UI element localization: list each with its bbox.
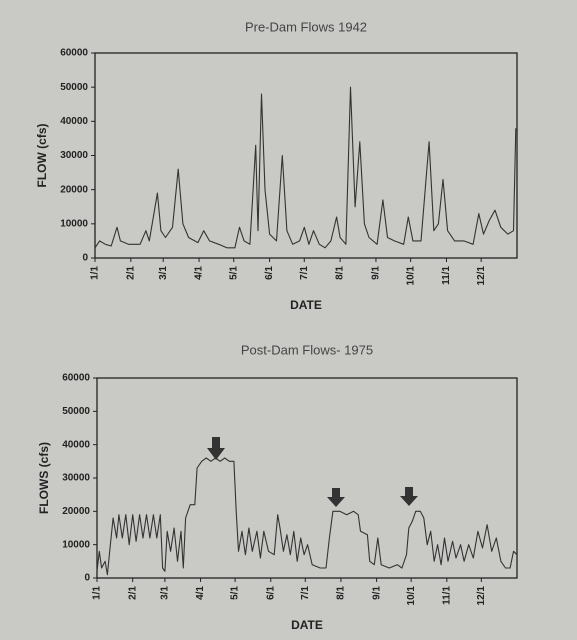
y-tick-label: 20000 (60, 184, 88, 195)
x-tick-label: 10/1 (406, 586, 417, 606)
y-tick-label: 20000 (62, 506, 90, 517)
y-tick-label: 50000 (62, 406, 90, 417)
y-tick-label: 10000 (60, 218, 88, 229)
chart: Pre-Dam Flows 1942 0 10000 20000 30000 40000 5… (35, 19, 518, 312)
flow-line (96, 457, 518, 576)
y-tick-label: 10000 (62, 539, 90, 550)
x-tick-label: 5/1 (228, 266, 239, 280)
y-tick-label: 50000 (60, 82, 88, 93)
x-tick-label: 4/1 (195, 586, 206, 600)
arrow (207, 437, 225, 460)
plot-frame (94, 52, 518, 259)
x-tick-label: 5/1 (230, 586, 241, 600)
x-tick-label: 4/1 (194, 266, 205, 280)
x-tick-label: 6/1 (265, 586, 276, 600)
y-tick-label: 0 (84, 573, 90, 584)
y-tick-label: 30000 (62, 473, 90, 484)
x-axis-label: DATE (291, 618, 323, 632)
x-tick-label: 2/1 (127, 586, 138, 600)
flow-line (94, 86, 517, 249)
y-tick-label: 40000 (60, 116, 88, 127)
x-tick-label: 7/1 (300, 586, 311, 600)
x-axis-label: DATE (290, 298, 322, 312)
x-tick-label: 1/1 (90, 266, 101, 280)
y-axis-label: FLOWS (cfs) (37, 442, 51, 514)
x-tick-label: 11/1 (441, 586, 452, 605)
y-tick-label: 40000 (62, 439, 90, 450)
chart-title: Pre-Dam Flows 1942 (245, 19, 367, 34)
y-tick-label: 60000 (62, 373, 90, 384)
x-tick-label: 9/1 (371, 586, 382, 600)
chart-title: Post-Dam Flows- 1975 (241, 342, 373, 357)
x-tick-label: 1/1 (92, 586, 103, 600)
x-tick-label: 9/1 (371, 266, 382, 280)
y-tick-label: 30000 (60, 150, 88, 161)
x-tick-label: 7/1 (299, 266, 310, 280)
x-tick-label: 8/1 (336, 586, 347, 600)
x-tick-label: 8/1 (335, 266, 346, 280)
x-tick-label: 3/1 (160, 586, 171, 600)
x-tick-label: 6/1 (264, 266, 275, 280)
arrow (327, 488, 345, 507)
x-tick-label: 2/1 (125, 266, 136, 280)
x-tick-label: 12/1 (476, 586, 487, 606)
y-tick-label: 0 (82, 253, 88, 264)
chart: Post-Dam Flows- 1975 0 10000 20000 30000 4000… (37, 342, 518, 632)
arrow (400, 487, 418, 506)
y-axis-label: FLOW (cfs) (35, 124, 49, 188)
x-tick-label: 3/1 (158, 266, 169, 280)
y-tick-label: 60000 (60, 48, 88, 59)
x-tick-label: 12/1 (476, 266, 487, 286)
x-tick-label: 10/1 (405, 266, 416, 286)
x-tick-label: 11/1 (441, 266, 452, 285)
annotation-arrows (207, 437, 418, 507)
